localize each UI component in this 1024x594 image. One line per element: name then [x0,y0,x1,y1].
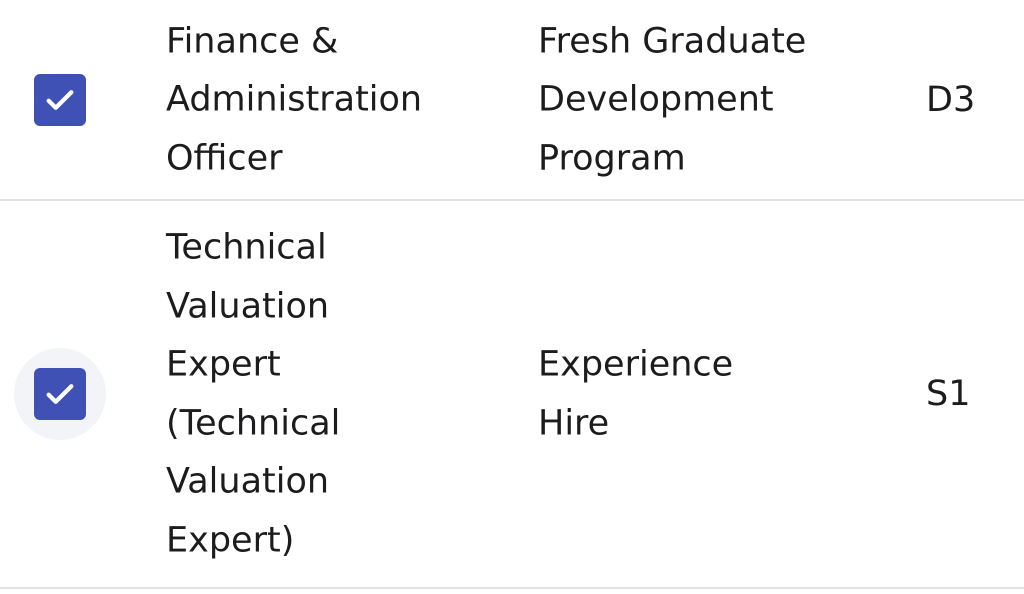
job-title: Technical Valuation Expert (Technical Va… [166,227,341,561]
row-checkbox[interactable] [14,348,106,440]
program: Fresh Graduate Development Program [538,20,807,178]
program: Experience Hire [538,344,734,444]
row-checkbox[interactable] [14,54,106,146]
check-icon [46,89,74,110]
job-title: Finance & Administration Officer [166,20,423,178]
check-icon [46,384,74,404]
table-row[interactable]: Technical Valuation Expert (Technical Va… [0,201,1024,589]
grade: D3 [926,79,976,120]
table-row[interactable]: Finance & Administration Officer Fresh G… [0,0,1024,201]
grade: S1 [926,373,971,414]
